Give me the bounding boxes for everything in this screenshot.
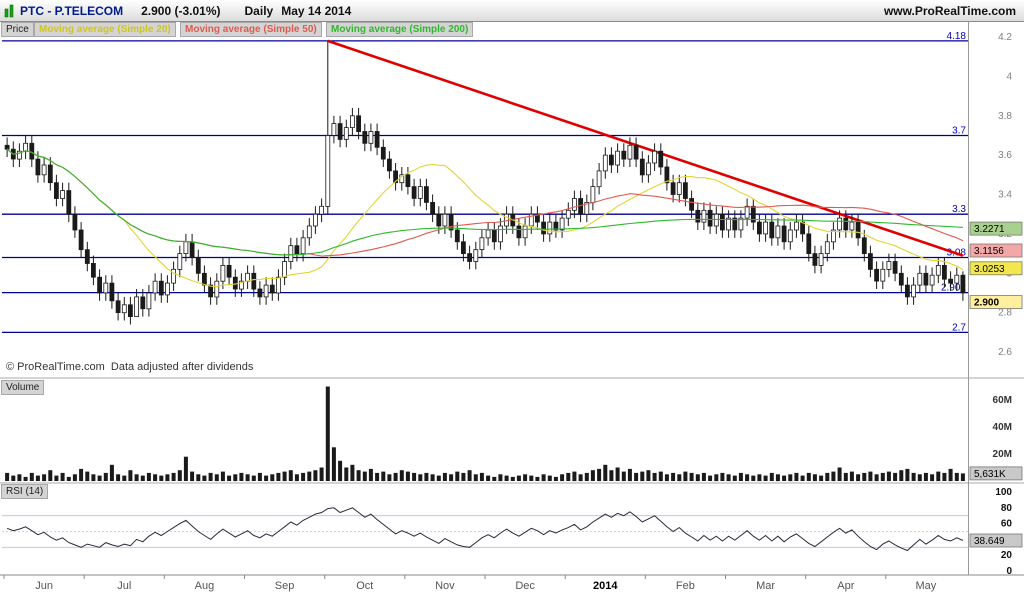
volume-pane-label[interactable]: Volume [1, 380, 45, 395]
chart-canvas[interactable]: 4.243.83.63.43.232.82.64.183.73.33.082.9… [0, 22, 1024, 600]
chart-header: PTC - P.TELECOM 2.900 (-3.01%) Daily May… [0, 0, 1024, 22]
legend-ma20[interactable]: Moving average (Simple 20) [34, 22, 176, 37]
svg-text:3.1156: 3.1156 [974, 246, 1004, 257]
pane-frame [0, 22, 1024, 576]
timeframe-label: Daily [244, 3, 274, 18]
svg-text:38.649: 38.649 [974, 536, 1005, 547]
svg-text:3.2271: 3.2271 [974, 224, 1005, 235]
svg-text:5,631K: 5,631K [974, 469, 1006, 480]
svg-text:2.8: 2.8 [998, 308, 1012, 319]
rsi-pane-label[interactable]: RSI (14) [1, 484, 49, 499]
copyright-note: © ProRealTime.com Data adjusted after di… [6, 361, 254, 373]
svg-text:100: 100 [995, 487, 1012, 498]
svg-text:Nov: Nov [435, 580, 455, 592]
last-price-and-change: 2.900 (-3.01%) [141, 3, 221, 18]
svg-text:3.4: 3.4 [998, 190, 1012, 201]
svg-text:40M: 40M [993, 422, 1012, 433]
date-label: May 14 2014 [281, 3, 352, 18]
svg-text:Jul: Jul [117, 580, 131, 592]
time-axis[interactable]: Jun Jul Aug Sep Oct Nov Dec 2014 Feb Mar Apr May [3, 575, 937, 592]
svg-text:May: May [916, 580, 937, 592]
svg-text:2.900: 2.900 [974, 298, 999, 309]
svg-text:Apr: Apr [837, 580, 854, 592]
svg-text:Sep: Sep [275, 580, 295, 592]
svg-text:20: 20 [1001, 550, 1013, 561]
svg-text:3.3: 3.3 [952, 204, 966, 215]
legend-ma50[interactable]: Moving average (Simple 50) [180, 22, 322, 37]
svg-text:20M: 20M [993, 449, 1012, 460]
svg-text:2.6: 2.6 [998, 347, 1012, 358]
svg-text:2014: 2014 [593, 580, 618, 592]
svg-text:0: 0 [1006, 566, 1012, 577]
svg-text:Oct: Oct [356, 580, 373, 592]
svg-text:Dec: Dec [515, 580, 535, 592]
svg-text:3.6: 3.6 [998, 150, 1012, 161]
svg-text:2.902: 2.902 [941, 283, 966, 294]
svg-text:3.8: 3.8 [998, 111, 1012, 122]
svg-text:3.7: 3.7 [952, 126, 966, 137]
svg-text:3.0253: 3.0253 [974, 264, 1005, 275]
svg-text:Jun: Jun [35, 580, 53, 592]
candlestick-chart-icon [4, 4, 15, 18]
price-axis[interactable]: 4.243.83.63.43.232.82.6 [998, 32, 1012, 358]
svg-text:Feb: Feb [676, 580, 695, 592]
svg-text:60: 60 [1001, 519, 1013, 530]
svg-text:60M: 60M [993, 395, 1012, 406]
svg-text:4.2: 4.2 [998, 32, 1012, 43]
svg-text:Mar: Mar [756, 580, 775, 592]
svg-text:4: 4 [1006, 71, 1012, 82]
svg-text:Aug: Aug [195, 580, 215, 592]
instrument-symbol: PTC - P.TELECOM [20, 3, 124, 18]
svg-text:2.7: 2.7 [952, 322, 966, 333]
price-pane[interactable]: 4.183.73.33.082.9022.73.22713.11563.0253… [2, 31, 1023, 334]
site-watermark: www.ProRealTime.com [883, 3, 1016, 18]
svg-text:80: 80 [1001, 503, 1013, 514]
legend-ma200[interactable]: Moving average (Simple 200) [326, 22, 474, 37]
rsi-pane[interactable]: 10080604020038.649 [2, 487, 1023, 577]
price-pane-label[interactable]: Price [1, 22, 34, 37]
svg-text:4.18: 4.18 [947, 31, 967, 42]
volume-pane[interactable]: 60M 40M 20M 5,631K [5, 386, 1023, 482]
